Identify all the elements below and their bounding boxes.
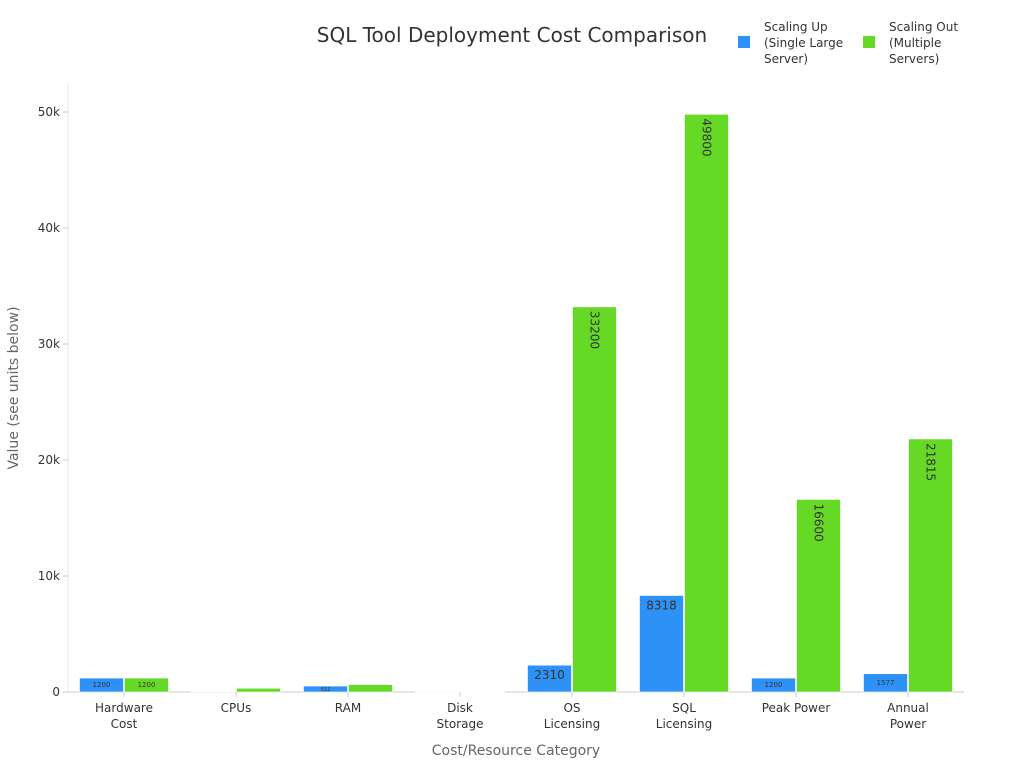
x-tick-label: OS Licensing	[544, 701, 600, 731]
bar-scaling-up[interactable]	[863, 673, 908, 693]
y-axis-ticks: 0 10k 20k 30k 40k 50k	[38, 105, 68, 699]
bar-value-label: 1577	[877, 679, 895, 687]
y-tick-label: 0	[52, 685, 60, 699]
legend-label: Scaling Out (Multiple Servers)	[889, 20, 958, 66]
bar-value-label: 33200	[587, 311, 601, 349]
x-axis-ticks: Hardware Cost CPUs RAM Disk Storage OS Licensin…	[95, 692, 929, 731]
bars: 1200 1200 512 2310 33200 8318 49800 1200 16600 15…	[79, 114, 953, 693]
bar-scaling-up[interactable]	[751, 677, 796, 693]
bar-scaling-out[interactable]	[908, 438, 953, 693]
legend-item-scaling-out[interactable]: Scaling Out (Multiple Servers)	[863, 20, 958, 66]
x-tick-label: Disk Storage	[437, 701, 484, 731]
x-tick-label: CPUs	[221, 701, 252, 715]
bar-scaling-out[interactable]	[348, 684, 393, 693]
bar-value-label: 49800	[699, 118, 713, 156]
bar-scaling-out[interactable]	[684, 114, 729, 693]
y-tick-label: 20k	[38, 453, 60, 467]
bar-value-label: 16600	[811, 503, 825, 541]
legend-item-scaling-up[interactable]: Scaling Up (Single Large Server)	[738, 20, 843, 66]
x-tick-label: Hardware Cost	[95, 701, 153, 731]
bar-scaling-out[interactable]	[796, 499, 841, 693]
y-tick-label: 50k	[38, 105, 60, 119]
bar-scaling-up[interactable]	[79, 677, 124, 693]
x-tick-label: SQL Licensing	[656, 701, 712, 731]
legend[interactable]: Scaling Up (Single Large Server) Scaling Ou…	[738, 20, 958, 66]
bar-value-label: 1200	[765, 681, 783, 689]
bar-scaling-up[interactable]	[639, 595, 684, 693]
bar-scaling-up[interactable]	[415, 691, 460, 693]
chart-title: SQL Tool Deployment Cost Comparison	[317, 23, 707, 47]
bar-value-label: 8318	[646, 599, 677, 613]
bar-scaling-up[interactable]	[303, 685, 348, 693]
y-tick-label: 30k	[38, 337, 60, 351]
bar-scaling-up[interactable]	[527, 664, 572, 693]
bar-scaling-out[interactable]	[124, 677, 169, 693]
legend-swatch	[738, 36, 750, 48]
bar-scaling-out[interactable]	[572, 306, 617, 693]
x-tick-label: RAM	[335, 701, 361, 715]
bar-value-label: 21815	[923, 443, 937, 481]
x-axis-title: Cost/Resource Category	[432, 743, 600, 759]
bar-value-label: 2310	[534, 668, 565, 682]
bar-value-label: 512	[321, 687, 331, 693]
y-tick-label: 10k	[38, 569, 60, 583]
y-axis-title: Value (see units below)	[6, 306, 22, 469]
x-tick-label: Annual Power	[887, 701, 929, 731]
bar-value-label: 1200	[93, 681, 111, 689]
legend-swatch	[863, 36, 875, 48]
legend-label: Scaling Up (Single Large Server)	[764, 20, 843, 66]
bar-scaling-out[interactable]	[460, 691, 505, 693]
bar-scaling-up[interactable]	[191, 691, 236, 693]
x-tick-label: Peak Power	[762, 701, 831, 715]
bar-value-label: 1200	[138, 681, 156, 689]
y-tick-label: 40k	[38, 221, 60, 235]
bar-scaling-out[interactable]	[236, 687, 281, 693]
